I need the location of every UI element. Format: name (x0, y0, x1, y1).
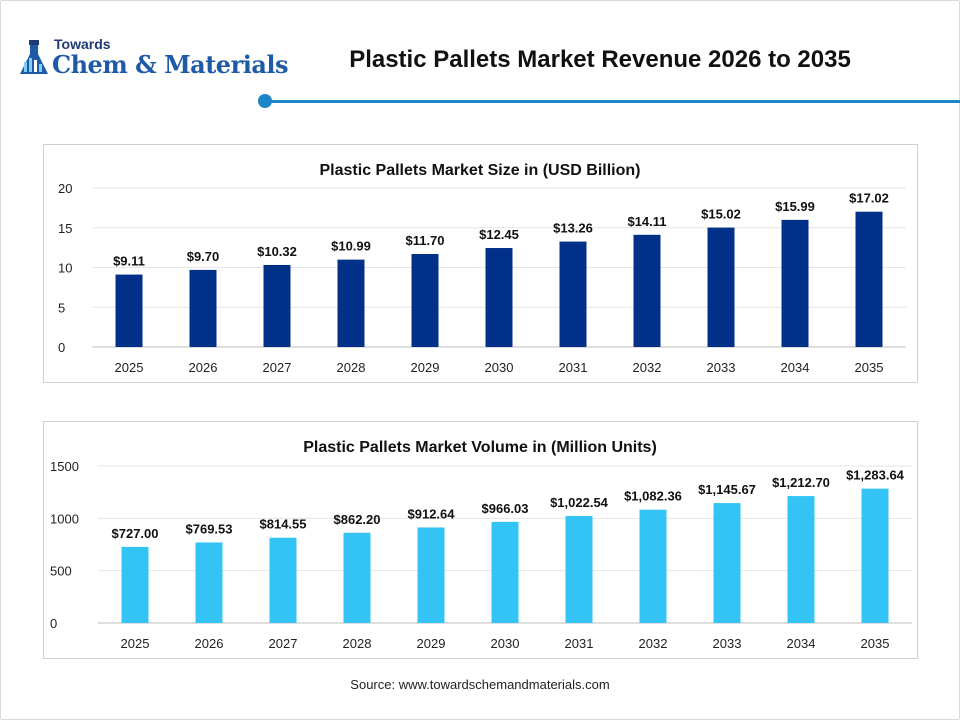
x-tick-label: 2028 (343, 636, 372, 651)
bar (121, 546, 149, 623)
y-tick-label: 20 (58, 181, 72, 196)
chart-title: Plastic Pallets Market Size in (USD Bill… (320, 162, 641, 179)
data-label: $1,022.54 (550, 495, 609, 510)
data-label: $14.11 (627, 214, 666, 229)
data-label: $912.64 (408, 506, 456, 521)
logo: Towards Chem & Materials (16, 36, 289, 82)
market-size-chart-panel: Plastic Pallets Market Size in (USD Bill… (43, 144, 918, 383)
bar (337, 259, 365, 347)
y-tick-label: 15 (58, 221, 72, 236)
bar (343, 532, 371, 623)
x-tick-label: 2029 (417, 636, 446, 651)
data-label: $9.11 (113, 254, 145, 269)
bar (713, 503, 741, 623)
market-volume-chart: Plastic Pallets Market Volume in (Millio… (50, 439, 912, 651)
y-tick-label: 500 (50, 564, 72, 579)
x-tick-label: 2031 (565, 636, 594, 651)
bar (707, 227, 735, 347)
x-tick-label: 2026 (195, 636, 224, 651)
x-tick-label: 2028 (337, 360, 366, 375)
x-tick-label: 2027 (269, 636, 298, 651)
x-tick-label: 2025 (115, 360, 144, 375)
data-label: $1,145.67 (698, 482, 756, 497)
divider-dot (258, 94, 272, 108)
bar (633, 234, 661, 347)
x-tick-label: 2035 (861, 636, 890, 651)
x-tick-label: 2033 (713, 636, 742, 651)
bar (195, 542, 223, 623)
page-title: Plastic Pallets Market Revenue 2026 to 2… (349, 46, 851, 73)
logo-brand-text: Chem & Materials (52, 50, 289, 79)
data-label: $9.70 (187, 249, 220, 264)
data-label: $12.45 (479, 227, 519, 242)
data-label: $1,082.36 (624, 489, 682, 504)
bar (417, 527, 445, 623)
data-label: $966.03 (482, 501, 529, 516)
data-label: $1,212.70 (772, 475, 830, 490)
logo-small-text: Towards (54, 36, 111, 52)
bar (855, 211, 883, 347)
x-tick-label: 2031 (559, 360, 588, 375)
data-label: $769.53 (186, 521, 233, 536)
market-volume-chart-panel: Plastic Pallets Market Volume in (Millio… (43, 421, 918, 659)
y-tick-label: 1500 (50, 459, 79, 474)
y-tick-label: 1000 (50, 511, 79, 526)
data-label: $727.00 (112, 526, 159, 541)
y-tick-label: 5 (58, 300, 65, 315)
x-tick-label: 2035 (855, 360, 884, 375)
bar (781, 219, 809, 347)
x-tick-label: 2026 (189, 360, 218, 375)
market-size-chart: Plastic Pallets Market Size in (USD Bill… (58, 162, 906, 375)
y-tick-label: 0 (50, 616, 57, 631)
source-note: Source: www.towardschemandmaterials.com (350, 677, 610, 692)
data-label: $1,283.64 (846, 468, 905, 483)
x-tick-label: 2029 (411, 360, 440, 375)
x-tick-label: 2032 (633, 360, 662, 375)
chart-title: Plastic Pallets Market Volume in (Millio… (303, 439, 657, 456)
bar (491, 521, 519, 623)
data-label: $15.99 (775, 199, 815, 214)
divider-line (266, 100, 960, 103)
data-label: $13.26 (553, 221, 593, 236)
bar (269, 537, 297, 623)
x-tick-label: 2034 (787, 636, 816, 651)
bar (559, 241, 587, 347)
x-tick-label: 2027 (263, 360, 292, 375)
bar (787, 496, 815, 623)
bar (411, 253, 439, 347)
data-label: $10.32 (257, 244, 297, 259)
x-tick-label: 2034 (781, 360, 810, 375)
bar (115, 274, 143, 347)
bar (861, 488, 889, 623)
data-label: $15.02 (701, 207, 741, 222)
bar (565, 515, 593, 623)
x-tick-label: 2033 (707, 360, 736, 375)
x-tick-label: 2025 (121, 636, 150, 651)
y-tick-label: 0 (58, 340, 65, 355)
bar (485, 248, 513, 347)
data-label: $11.70 (405, 233, 444, 248)
bar (189, 269, 217, 347)
x-tick-label: 2030 (485, 360, 514, 375)
data-label: $17.02 (849, 191, 889, 206)
data-label: $10.99 (331, 239, 371, 254)
data-label: $862.20 (334, 512, 381, 527)
bar (263, 264, 291, 347)
data-label: $814.55 (260, 517, 307, 532)
y-tick-label: 10 (58, 261, 72, 276)
bar (639, 509, 667, 623)
x-tick-label: 2030 (491, 636, 520, 651)
flask-icon (20, 40, 48, 74)
x-tick-label: 2032 (639, 636, 668, 651)
